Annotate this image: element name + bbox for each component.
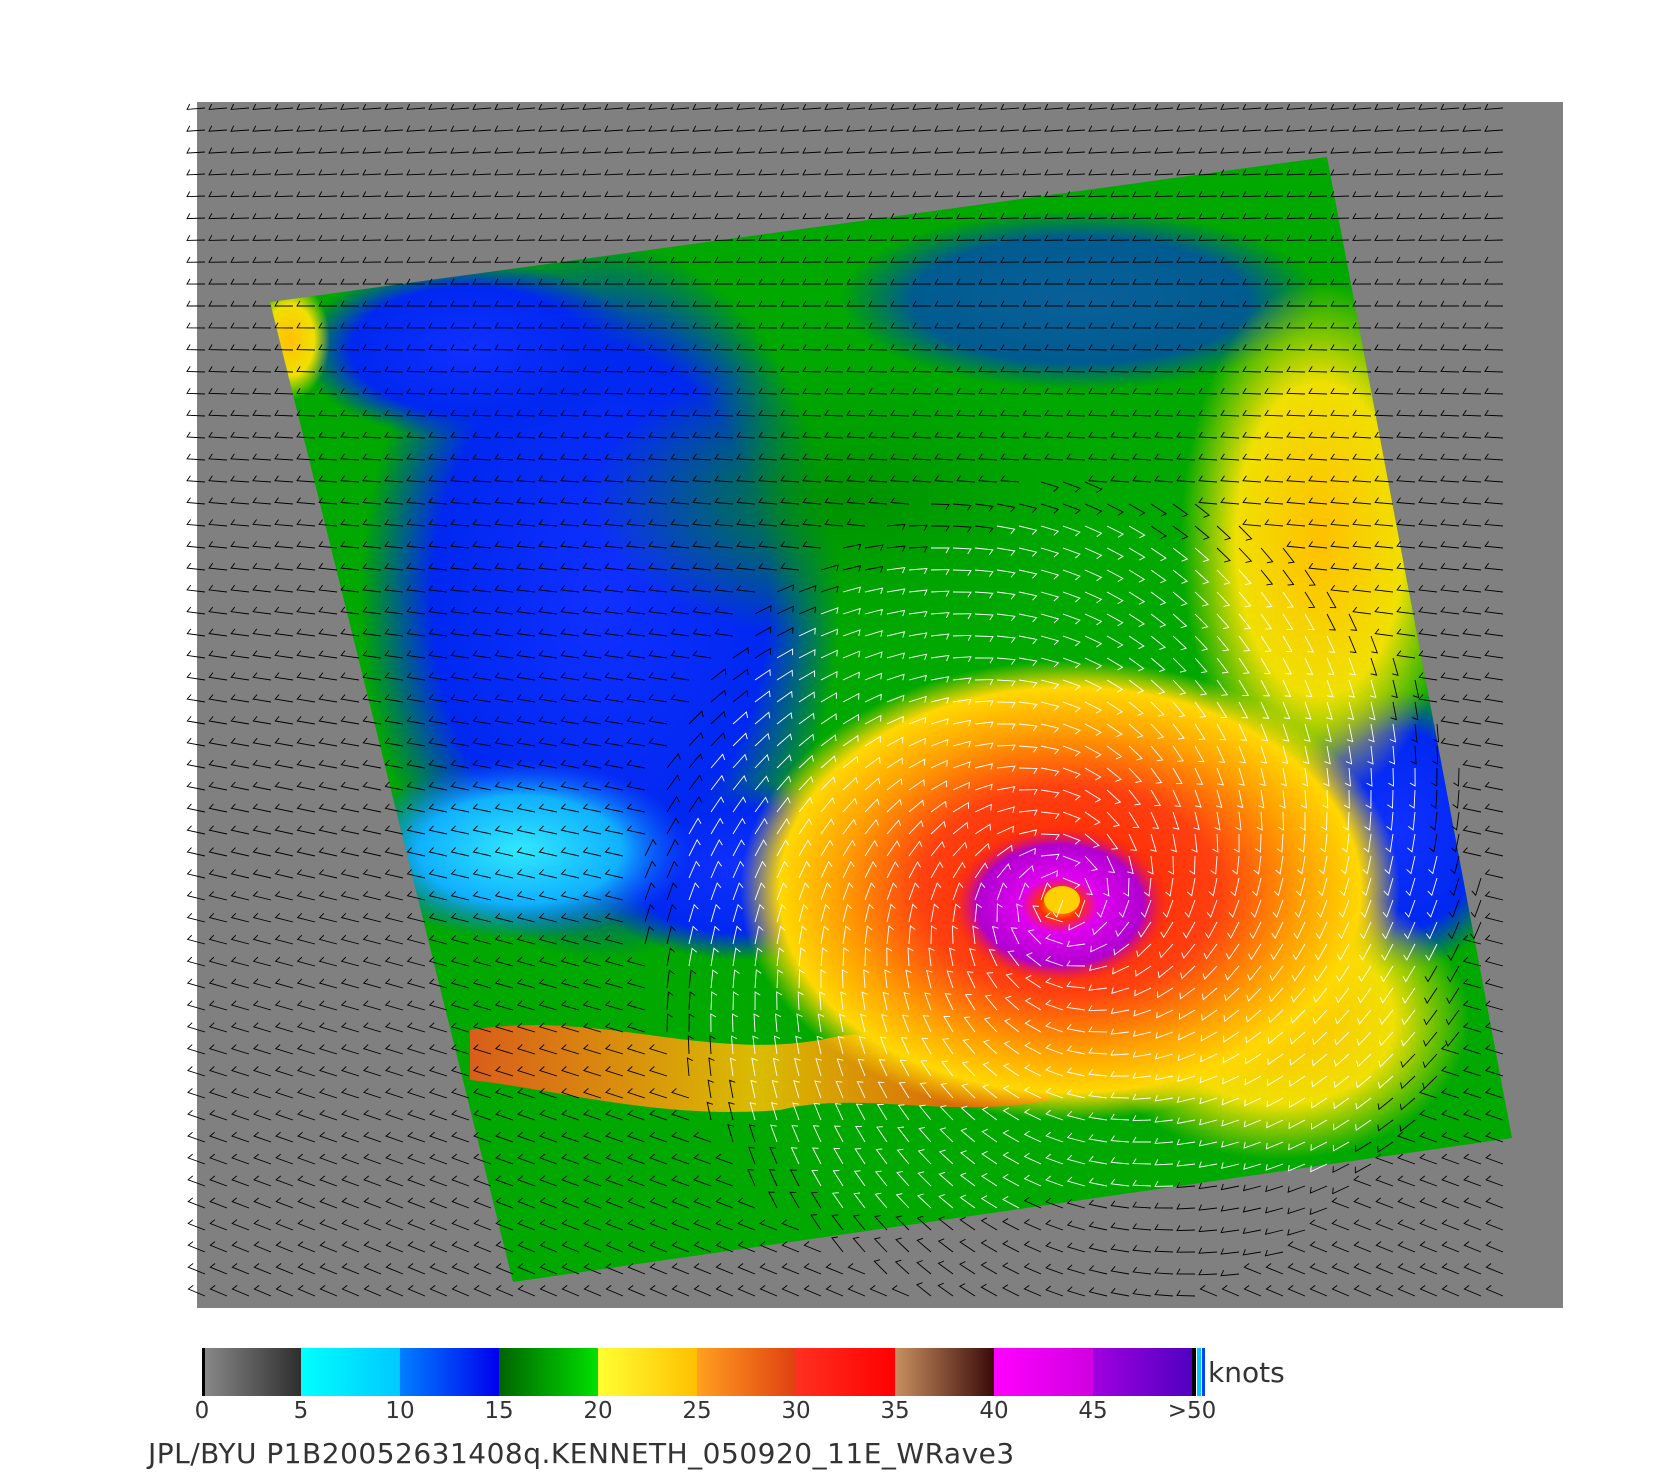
wind-speed-colorbar — [202, 1348, 1205, 1396]
colorbar-tick-label: 0 — [194, 1398, 210, 1424]
storm-eye — [1044, 886, 1080, 914]
colorbar-tick-label: 5 — [293, 1398, 309, 1424]
colorbar-segment — [301, 1348, 400, 1396]
colorbar-segment — [697, 1348, 796, 1396]
colorbar-units-label: knots — [1208, 1356, 1285, 1389]
colorbar-segment — [598, 1348, 697, 1396]
colorbar-tick-label: 40 — [979, 1398, 1009, 1424]
colorbar-tick-label: 45 — [1078, 1398, 1108, 1424]
colorbar-end-marker — [1192, 1348, 1196, 1396]
colorbar-segment — [1093, 1348, 1192, 1396]
wind-barbs — [186, 103, 1504, 1297]
colorbar-overflow-marker — [1197, 1348, 1201, 1396]
figure-caption: JPL/BYU P1B20052631408q.KENNETH_050920_1… — [148, 1437, 1015, 1470]
colorbar-tick-label: 15 — [484, 1398, 514, 1424]
colorbar-tick-label: 35 — [880, 1398, 910, 1424]
colorbar-tick-label: 30 — [781, 1398, 811, 1424]
very-calm-region — [350, 760, 690, 940]
wind-barbs-dark — [186, 103, 1504, 1297]
colorbar-segment — [895, 1348, 994, 1396]
colorbar-segment — [499, 1348, 598, 1396]
colorbar-tick-label: 10 — [385, 1398, 415, 1424]
colorbar-overflow-marker — [1202, 1348, 1205, 1396]
wind-barbs-light — [688, 525, 1438, 1209]
colorbar-segment — [400, 1348, 499, 1396]
colorbar-tick-label: 25 — [682, 1398, 712, 1424]
colorbar-segment — [202, 1348, 301, 1396]
colorbar-start-marker — [202, 1348, 205, 1396]
colorbar-tick-label: 20 — [583, 1398, 613, 1424]
colorbar-segment — [796, 1348, 895, 1396]
colorbar-segment — [994, 1348, 1093, 1396]
scatterometer-swath — [270, 157, 1512, 1282]
colorbar-tick-label: >50 — [1167, 1398, 1217, 1424]
